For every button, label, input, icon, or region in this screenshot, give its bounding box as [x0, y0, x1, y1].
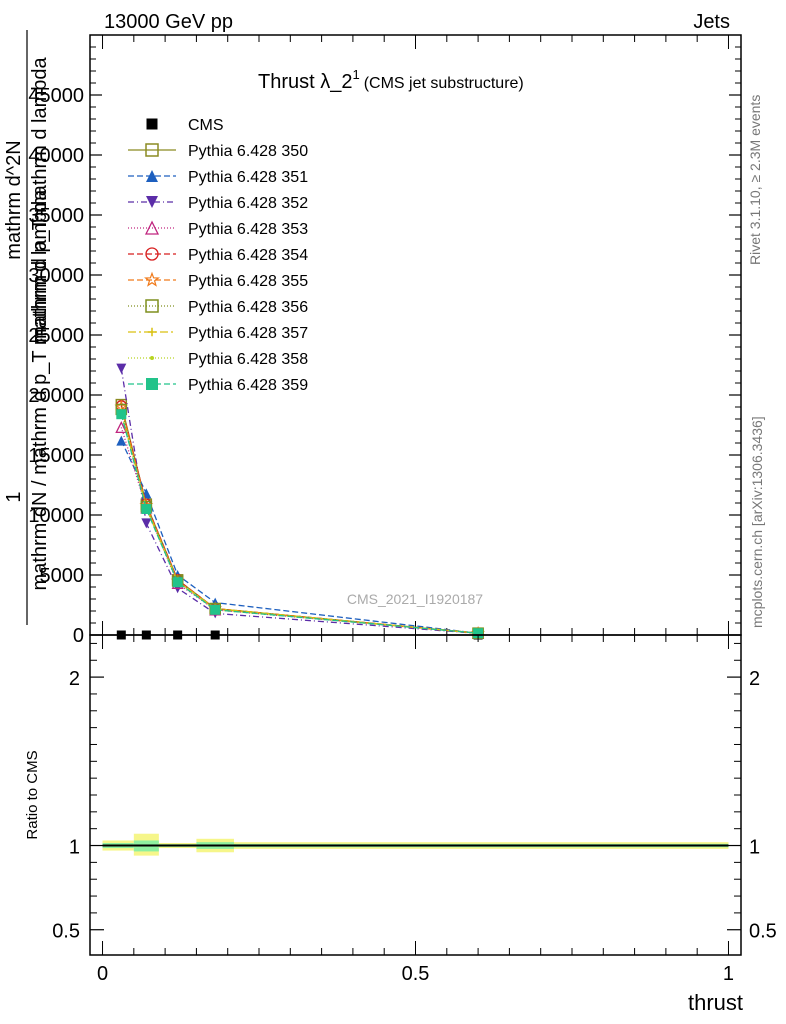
data-point [144, 220, 160, 235]
y-tick-label: 10000 [28, 505, 84, 527]
y-tick-label: 40000 [28, 145, 84, 167]
legend-entry: CMS [146, 117, 224, 134]
ratio-y-tick-label: 2 [69, 668, 80, 690]
energy-label: 13000 GeV pp [104, 11, 233, 33]
data-point [145, 247, 159, 261]
legend-label: Pythia 6.428 355 [188, 273, 308, 290]
data-point [144, 271, 160, 287]
y-tick-label: 0 [73, 625, 84, 647]
analysis-watermark: CMS_2021_I1920187 [347, 591, 483, 607]
legend-label: Pythia 6.428 352 [188, 195, 308, 212]
data-point [473, 628, 484, 639]
data-point [116, 435, 127, 446]
main-y-axis-label: 1 mathrm dN / mathrm d p_T mathrm d lamb… [3, 30, 51, 625]
y-label-dpt-dlambda: mathrm d p_T mathrm d lambda [29, 56, 51, 342]
ratio-y-tick-label-right: 1 [749, 837, 760, 859]
y-tick-label: 5000 [40, 565, 85, 587]
ratio-panel: 0 0.5 1 0.5 0.5 1 1 2 2 Ratio to CMS thrust [24, 634, 777, 1015]
x-tick-label: 1 [723, 963, 734, 985]
data-point [150, 356, 154, 360]
data-point [116, 363, 127, 374]
ratio-y-tick-label-right: 2 [749, 668, 760, 690]
data-point [145, 143, 159, 157]
x-tick-label: 0.5 [402, 963, 430, 985]
x-tick-label: 0 [97, 963, 108, 985]
legend-label: Pythia 6.428 350 [188, 143, 308, 160]
legend-entry: Pythia 6.428 353 [128, 220, 308, 238]
data-point [141, 504, 152, 514]
y-tick-label: 30000 [28, 265, 84, 287]
legend-label: CMS [188, 117, 224, 134]
legend-entry: Pythia 6.428 354 [128, 247, 308, 264]
legend-entry: Pythia 6.428 352 [128, 195, 308, 212]
legend-label: Pythia 6.428 356 [188, 299, 308, 316]
legend-label: Pythia 6.428 354 [188, 247, 308, 264]
category-label: Jets [693, 11, 730, 33]
data-point [115, 420, 128, 434]
data-point [210, 604, 221, 615]
ratio-y-axis-label: Ratio to CMS [24, 750, 41, 839]
data-point [146, 170, 158, 182]
legend: CMS Pythia 6.428 350 Pythia 6.428 351 Pythi… [128, 117, 308, 394]
data-point [145, 299, 159, 313]
legend-entry: Pythia 6.428 355 [128, 271, 308, 290]
legend-entry: Pythia 6.428 358 [128, 351, 308, 368]
legend-entry: Pythia 6.428 350 [128, 143, 308, 160]
legend-label: Pythia 6.428 351 [188, 169, 308, 186]
legend-entry: Pythia 6.428 357 [128, 325, 308, 342]
legend-entry: Pythia 6.428 351 [128, 169, 308, 186]
legend-label: Pythia 6.428 359 [188, 377, 308, 394]
y-tick-label: 20000 [28, 385, 84, 407]
y-tick-label: 15000 [28, 445, 84, 467]
y-tick-label: 35000 [28, 205, 84, 227]
legend-label: Pythia 6.428 353 [188, 221, 308, 238]
legend-label: Pythia 6.428 357 [188, 325, 308, 342]
legend-entry: Pythia 6.428 359 [128, 377, 308, 394]
rivet-version-label: Rivet 3.1.10, ≥ 2.3M events [747, 95, 763, 265]
data-point [116, 409, 127, 420]
ratio-plot-frame [89, 634, 742, 956]
data-point [146, 378, 158, 390]
data-point [146, 118, 158, 130]
chart-title: Thrust λ_21(CMS jet substructure) [258, 67, 524, 93]
y-label-d2n: mathrm d^2N [3, 140, 25, 259]
ratio-y-tick-label: 1 [69, 837, 80, 859]
data-point [172, 577, 183, 588]
y-tick-label: 25000 [28, 325, 84, 347]
mcplots-label: mcplots.cern.ch [arXiv:1306.3436] [749, 416, 765, 628]
series-pythia-6-428-359 [116, 409, 484, 639]
main-panel: Thrust λ_21(CMS jet substructure) CMS_20… [3, 30, 742, 647]
y-tick-label: 45000 [28, 85, 84, 107]
x-axis-label: thrust [688, 990, 743, 1015]
series-line [120, 414, 479, 634]
series-pythia-6-428-351 [116, 435, 484, 639]
y-label-numerator: 1 [3, 491, 25, 502]
legend-label: Pythia 6.428 358 [188, 351, 308, 368]
ratio-y-tick-label-right: 0.5 [749, 921, 777, 943]
y-label-fraction: mathrm dN / mathrm d p_T mathrm d lambda [29, 189, 51, 591]
data-point [146, 196, 158, 208]
legend-entry: Pythia 6.428 356 [128, 299, 308, 316]
data-point [147, 327, 157, 337]
ratio-y-tick-label: 0.5 [52, 921, 80, 943]
data-point [141, 518, 152, 529]
